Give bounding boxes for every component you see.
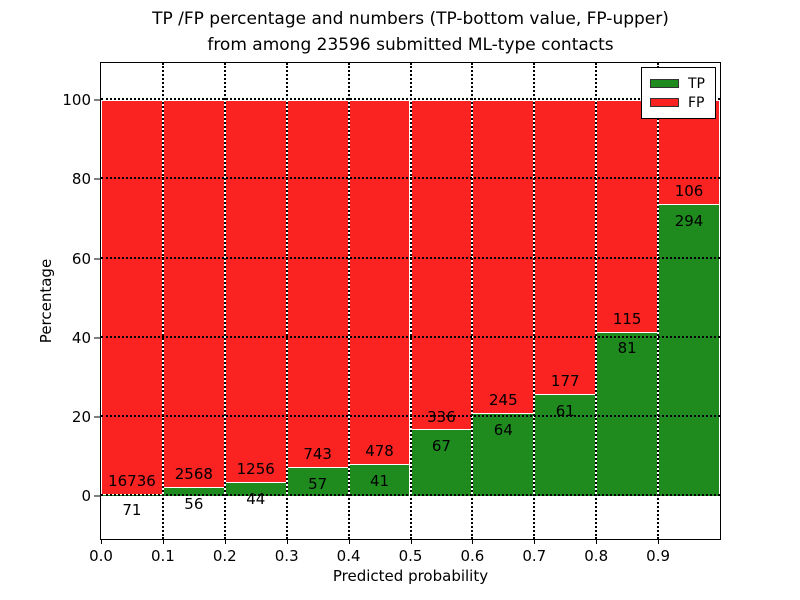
legend-swatch-tp-icon — [650, 79, 679, 88]
bar-label-tp: 44 — [246, 489, 266, 508]
y-tick — [94, 416, 101, 418]
x-tick-label: 0.6 — [460, 547, 485, 565]
bar-segment-tp — [286, 468, 349, 497]
grid-line-vertical — [595, 63, 598, 539]
y-tick — [94, 178, 101, 180]
x-tick-label: 0.0 — [89, 547, 113, 565]
bar-segment-tp — [534, 394, 597, 497]
x-tick — [658, 539, 660, 544]
y-tick-label: 40 — [71, 328, 91, 347]
plot-area: 16736 71 2568 56 1256 44 743 57 478 41 336 67 245 64 1… — [62, 62, 721, 565]
grid-line-vertical — [285, 63, 288, 539]
legend-item-fp: FP — [650, 93, 705, 112]
grid-line-vertical — [471, 63, 474, 539]
bar-label-tp: 294 — [674, 212, 704, 231]
bar-label-tp: 81 — [617, 339, 637, 358]
bar-label-fp: 245 — [489, 391, 518, 410]
bar-segment-fp — [224, 100, 287, 483]
y-tick-label: 100 — [62, 91, 91, 110]
grid-line-vertical — [657, 63, 660, 539]
bar-segment-fp — [101, 100, 163, 495]
grid-line-vertical — [223, 63, 226, 539]
x-tick — [348, 539, 350, 544]
x-tick-label: 0.3 — [274, 547, 299, 565]
x-tick — [596, 539, 598, 544]
bar-segment-fp — [286, 100, 349, 469]
bar-label-fp: 115 — [612, 309, 642, 328]
grid-line-vertical — [533, 63, 536, 539]
y-axis-label: Percentage — [37, 258, 55, 344]
legend-label-tp: TP — [688, 75, 705, 92]
grid-line-horizontal — [101, 415, 720, 418]
bar-segment-fp — [534, 100, 597, 395]
y-tick — [94, 258, 101, 260]
bars-layer — [101, 63, 720, 539]
bar-label-tp: 67 — [431, 437, 451, 456]
grid-line-vertical — [347, 63, 350, 539]
grid-line-vertical — [409, 63, 412, 539]
x-tick-label: 0.7 — [522, 547, 547, 565]
legend-swatch-fp-icon — [650, 98, 679, 107]
x-tick-label: 0.1 — [150, 547, 175, 565]
bar-label-fp: 106 — [674, 182, 704, 201]
x-tick — [472, 539, 474, 544]
x-tick-label: 0.8 — [584, 547, 609, 565]
bar-label-fp: 336 — [427, 407, 456, 426]
grid-line-vertical — [161, 63, 164, 539]
x-tick-label: 0.5 — [398, 547, 423, 565]
grid-layer — [101, 63, 720, 539]
x-tick — [534, 539, 536, 544]
bar-label-fp: 16736 — [108, 471, 156, 490]
bar-label-tp: 56 — [184, 494, 204, 513]
bar-segment-tp — [596, 332, 659, 497]
y-tick-label: 0 — [81, 487, 91, 506]
y-tick — [94, 99, 101, 101]
x-tick — [101, 539, 102, 544]
x-tick-label: 0.9 — [646, 547, 671, 565]
legend-item-tp: TP — [650, 74, 705, 93]
grid-line-horizontal — [101, 494, 720, 497]
bar-label-tp: 64 — [493, 421, 513, 440]
x-tick — [162, 539, 164, 544]
x-tick — [224, 539, 226, 544]
y-tick-label: 20 — [71, 408, 91, 427]
bar-segment-tp — [658, 205, 720, 497]
x-tick-label: 0.4 — [336, 547, 361, 565]
legend-label-fp: FP — [688, 94, 705, 111]
grid-line-horizontal — [101, 177, 720, 180]
x-axis-label: Predicted probability — [332, 567, 489, 585]
bar-label-fp: 478 — [365, 442, 394, 461]
grid-line-horizontal — [101, 335, 720, 338]
grid-line-horizontal — [101, 98, 720, 101]
y-tick-label: 80 — [71, 170, 91, 189]
chart-title-line2: from among 23596 submitted ML-type conta… — [207, 35, 614, 55]
bar-segment-fp — [410, 100, 473, 431]
bar-segment-fp — [348, 100, 411, 465]
bar-label-fp: 177 — [550, 371, 580, 390]
labels-layer: 16736 71 2568 56 1256 44 743 57 478 41 336 67 245 64 1… — [101, 63, 720, 539]
chart-title-line1: TP /FP percentage and numbers (TP-bottom… — [152, 9, 669, 29]
bar-label-tp: 57 — [308, 474, 328, 493]
y-tick — [94, 337, 101, 339]
x-tick-label: 0.2 — [212, 547, 237, 565]
bar-segment-fp — [162, 100, 225, 488]
legend: TP FP — [641, 67, 716, 119]
bar-label-tp: 71 — [122, 501, 142, 520]
x-tick — [286, 539, 288, 544]
x-tick — [410, 539, 412, 544]
bar-label-fp: 2568 — [174, 465, 213, 484]
bar-label-fp: 743 — [303, 445, 332, 464]
grid-line-horizontal — [101, 256, 720, 259]
y-tick — [94, 495, 101, 497]
bar-segment-fp — [596, 100, 659, 333]
bar-label-fp: 1256 — [236, 460, 275, 479]
bar-label-tp: 41 — [369, 471, 390, 490]
bar-label-tp: 61 — [555, 401, 575, 420]
y-tick-label: 60 — [71, 249, 91, 268]
